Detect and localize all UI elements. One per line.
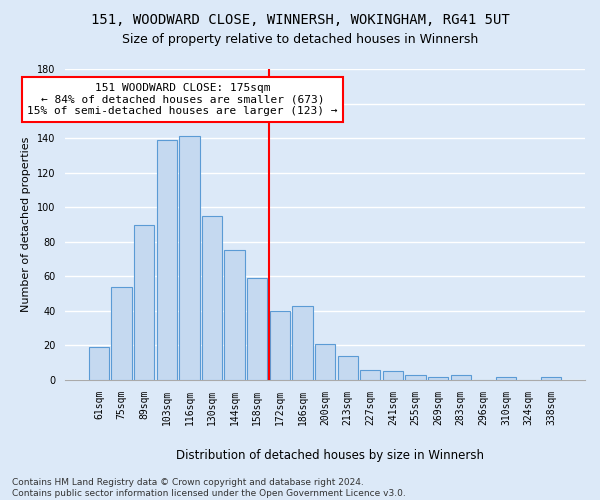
Bar [134, 224, 154, 380]
Bar [112, 286, 132, 380]
Bar [315, 344, 335, 380]
Bar [157, 140, 177, 380]
Text: Distribution of detached houses by size in Winnersh: Distribution of detached houses by size … [176, 450, 484, 462]
Text: Size of property relative to detached houses in Winnersh: Size of property relative to detached ho… [122, 32, 478, 46]
Bar [202, 216, 222, 380]
Bar [224, 250, 245, 380]
Text: 151, WOODWARD CLOSE, WINNERSH, WOKINGHAM, RG41 5UT: 151, WOODWARD CLOSE, WINNERSH, WOKINGHAM… [91, 12, 509, 26]
Y-axis label: Number of detached properties: Number of detached properties [22, 137, 31, 312]
Bar [541, 376, 562, 380]
Bar [428, 376, 448, 380]
Bar [89, 347, 109, 380]
Bar [360, 370, 380, 380]
Text: Contains HM Land Registry data © Crown copyright and database right 2024.
Contai: Contains HM Land Registry data © Crown c… [12, 478, 406, 498]
Bar [451, 375, 471, 380]
Bar [383, 372, 403, 380]
Bar [179, 136, 200, 380]
Bar [406, 375, 426, 380]
Bar [292, 306, 313, 380]
Text: 151 WOODWARD CLOSE: 175sqm
← 84% of detached houses are smaller (673)
15% of sem: 151 WOODWARD CLOSE: 175sqm ← 84% of deta… [28, 83, 338, 116]
Bar [247, 278, 268, 380]
Bar [269, 311, 290, 380]
Bar [496, 376, 516, 380]
Bar [338, 356, 358, 380]
